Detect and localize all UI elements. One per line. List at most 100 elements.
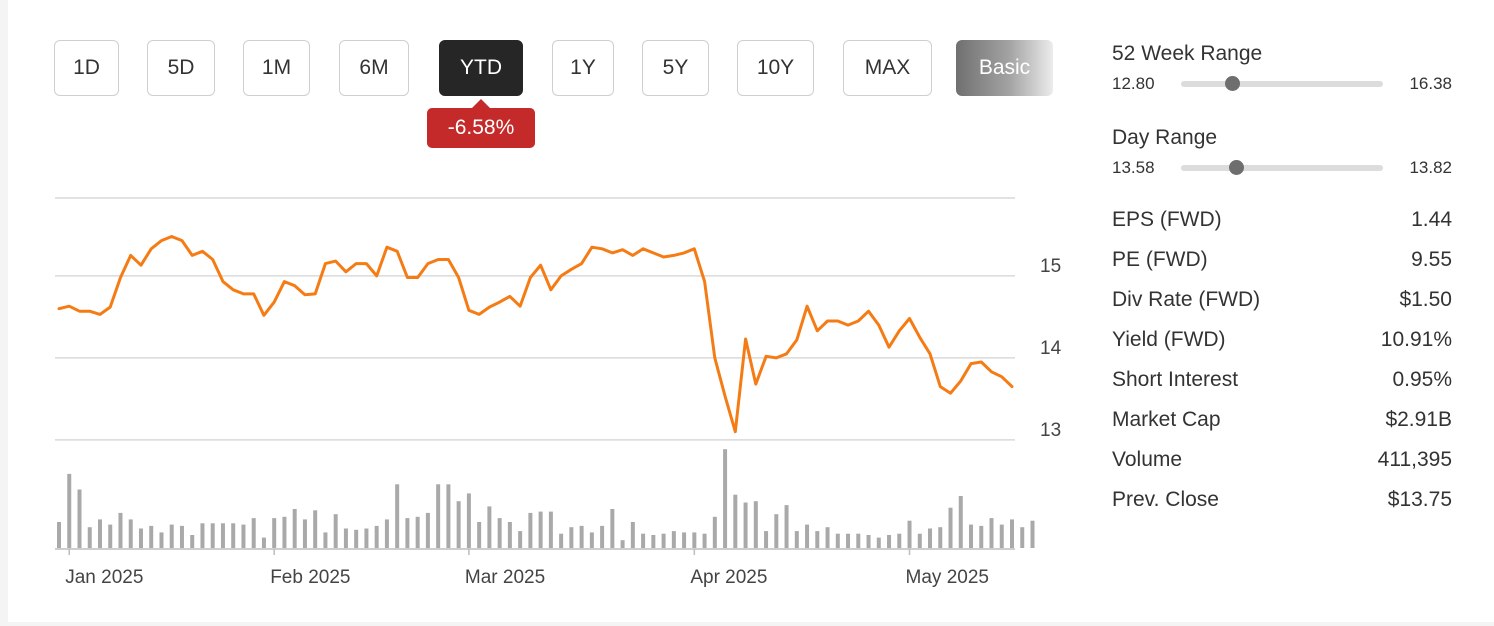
volume-bar bbox=[343, 528, 348, 548]
range-button-ytd[interactable]: YTD bbox=[439, 40, 523, 96]
volume-bar bbox=[702, 533, 707, 548]
range-button-10y[interactable]: 10Y bbox=[737, 40, 814, 96]
volume-bar bbox=[641, 533, 646, 548]
volume-bar bbox=[292, 509, 297, 548]
stat-row: EPS (FWD) 1.44 bbox=[1112, 208, 1452, 238]
range-button-1d[interactable]: 1D bbox=[54, 40, 119, 96]
stat-value: $13.75 bbox=[1387, 488, 1452, 511]
stat-label: EPS (FWD) bbox=[1112, 208, 1222, 231]
volume-bar bbox=[231, 523, 236, 548]
volume-bar bbox=[251, 518, 256, 548]
volume-bar bbox=[989, 518, 994, 548]
volume-bar bbox=[415, 516, 420, 548]
stat-row: Prev. Close $13.75 bbox=[1112, 488, 1452, 518]
volume-bar bbox=[1020, 527, 1025, 548]
volume-bar bbox=[856, 533, 861, 548]
range-button-5y[interactable]: 5Y bbox=[642, 40, 709, 96]
range-button-1y[interactable]: 1Y bbox=[552, 40, 614, 96]
volume-bar bbox=[887, 535, 892, 548]
volume-bar bbox=[190, 535, 195, 548]
x-tick-label: Feb 2025 bbox=[270, 567, 350, 588]
stat-label: Market Cap bbox=[1112, 408, 1221, 431]
volume-bar bbox=[302, 519, 307, 548]
volume-bar bbox=[313, 510, 318, 548]
volume-bar bbox=[999, 524, 1004, 548]
volume-bar bbox=[241, 524, 246, 548]
volume-bar bbox=[733, 494, 738, 548]
stat-row: Yield (FWD) 10.91% bbox=[1112, 328, 1452, 358]
volume-bar bbox=[948, 507, 953, 548]
volume-bar bbox=[436, 484, 441, 548]
volume-bar bbox=[805, 524, 810, 548]
volume-bar bbox=[395, 484, 400, 548]
volume-bar bbox=[364, 528, 369, 548]
volume-bar bbox=[651, 535, 656, 548]
volume-bar bbox=[630, 522, 635, 548]
basic-toggle-button[interactable]: Basic bbox=[956, 40, 1053, 96]
volume-bar bbox=[87, 527, 92, 548]
volume-bar bbox=[907, 520, 912, 548]
volume-bar bbox=[77, 489, 82, 548]
stat-row: Volume 411,395 bbox=[1112, 448, 1452, 478]
volume-bar bbox=[979, 525, 984, 548]
volume-bar bbox=[507, 522, 512, 548]
stat-label: Volume bbox=[1112, 448, 1183, 471]
volume-bar bbox=[128, 519, 133, 548]
stat-value: 411,395 bbox=[1377, 448, 1452, 471]
volume-bar bbox=[548, 511, 553, 548]
volume-bar bbox=[497, 518, 502, 548]
range-button-5d[interactable]: 5D bbox=[147, 40, 215, 96]
volume-bar bbox=[589, 532, 594, 548]
range-button-6m[interactable]: 6M bbox=[339, 40, 409, 96]
volume-bar bbox=[272, 518, 277, 548]
volume-bar bbox=[149, 525, 154, 548]
stat-row: Short Interest 0.95% bbox=[1112, 368, 1452, 398]
volume-bar bbox=[323, 532, 328, 548]
volume-bar bbox=[784, 505, 789, 548]
volume-bar bbox=[477, 522, 482, 548]
volume-bar bbox=[1030, 520, 1035, 548]
range-button-1m[interactable]: 1M bbox=[243, 40, 310, 96]
volume-bar bbox=[600, 525, 605, 548]
volume-bar bbox=[610, 509, 615, 548]
volume-bar bbox=[466, 493, 471, 548]
ytd-change-badge: -6.58% bbox=[427, 99, 535, 148]
volume-bar bbox=[866, 535, 871, 548]
volume-bar bbox=[384, 519, 389, 548]
stat-value: $1.50 bbox=[1399, 288, 1452, 311]
range-button-max[interactable]: MAX bbox=[843, 40, 932, 96]
volume-bar bbox=[538, 511, 543, 548]
volume-bar bbox=[518, 531, 523, 548]
volume-bar bbox=[825, 527, 830, 548]
volume-bar bbox=[108, 524, 113, 548]
volume-bar bbox=[354, 529, 359, 548]
volume-bar bbox=[764, 531, 769, 548]
volume-bar bbox=[692, 532, 697, 548]
x-tick-label: Mar 2025 bbox=[465, 567, 545, 588]
stat-label: PE (FWD) bbox=[1112, 248, 1208, 271]
volume-bar bbox=[928, 528, 933, 548]
day-range-low: 13.58 bbox=[1112, 158, 1155, 177]
volume-bar bbox=[794, 531, 799, 548]
volume-bar bbox=[138, 528, 143, 548]
price-line bbox=[57, 235, 1014, 434]
volume-bar bbox=[282, 516, 287, 548]
volume-bar bbox=[446, 484, 451, 548]
week52-range-low: 12.80 bbox=[1112, 74, 1155, 93]
volume-bar bbox=[712, 516, 717, 548]
volume-bar bbox=[815, 531, 820, 548]
volume-bar bbox=[405, 518, 410, 548]
stat-row: Market Cap $2.91B bbox=[1112, 408, 1452, 438]
volume-bar bbox=[487, 506, 492, 548]
y-tick-label: 14 bbox=[1040, 338, 1062, 359]
volume-bar bbox=[774, 514, 779, 548]
day-range-track bbox=[1181, 160, 1383, 175]
volume-bar bbox=[723, 449, 728, 548]
y-tick-label: 13 bbox=[1040, 420, 1061, 441]
stat-label: Div Rate (FWD) bbox=[1112, 288, 1261, 311]
volume-bar bbox=[425, 512, 430, 548]
volume-bar bbox=[835, 533, 840, 548]
volume-bar bbox=[210, 523, 215, 548]
volume-bar bbox=[671, 531, 676, 548]
